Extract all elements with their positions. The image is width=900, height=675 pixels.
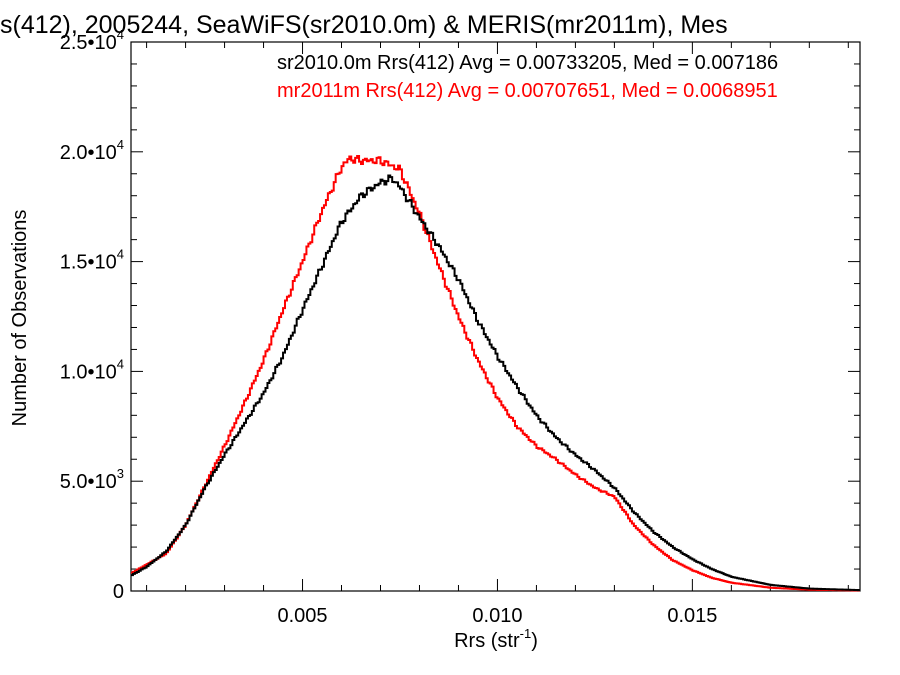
legend-entry-mr2011: mr2011m Rrs(412) Avg = 0.00707651, Med =…: [277, 80, 778, 102]
x-tick-label: 0.010: [472, 605, 522, 627]
y-tick-label: 2.5•104: [60, 27, 124, 54]
x-axis-label: Rrs (str-1): [454, 626, 538, 652]
y-tick-label: 1.0•104: [60, 356, 124, 383]
series-sr2010-line: [131, 174, 860, 592]
y-tick-label: 2.0•104: [60, 137, 124, 164]
y-tick-label: 5.0•103: [60, 466, 124, 493]
x-tick-label: 0.015: [667, 605, 717, 627]
y-tick-label-exp: 3: [117, 466, 124, 481]
series-mr2011-line: [131, 155, 860, 592]
x-axis-label-text: Rrs (str: [454, 630, 520, 652]
y-tick-label-base: 5.0•10: [60, 471, 117, 493]
plot-frame: [130, 41, 861, 592]
legend-entry-sr2010: sr2010.0m Rrs(412) Avg = 0.00733205, Med…: [277, 52, 778, 74]
x-axis-label-sup: -1: [520, 626, 532, 641]
y-tick-label-base: 2.0•10: [60, 142, 117, 164]
y-tick-label-exp: 4: [117, 356, 124, 371]
y-tick-label-base: 0: [113, 581, 124, 603]
y-axis-label: Number of Observations: [9, 210, 31, 427]
y-tick-label-exp: 4: [117, 247, 124, 262]
y-tick-label: 1.5•104: [60, 247, 124, 274]
plot-border: [130, 41, 861, 592]
y-tick-label-exp: 4: [117, 137, 124, 152]
y-tick-label-base: 1.5•10: [60, 252, 117, 274]
chart-title: s(412), 2005244, SeaWiFS(sr2010.0m) & ME…: [0, 11, 728, 39]
x-axis: 0.005 0.010 0.015: [146, 42, 849, 627]
y-tick-label: 0: [113, 581, 124, 603]
x-tick-label: 0.005: [277, 605, 327, 627]
y-tick-label-base: 2.5•10: [60, 32, 117, 54]
y-tick-label-exp: 4: [117, 27, 124, 42]
y-tick-label-base: 1.0•10: [60, 361, 117, 383]
series-layer: [131, 155, 860, 592]
x-axis-label-close: ): [531, 630, 538, 652]
